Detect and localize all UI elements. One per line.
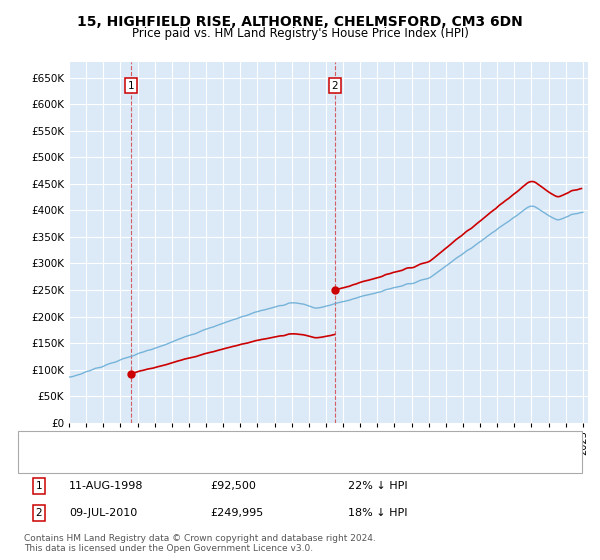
Text: ——: ——: [39, 449, 67, 464]
Text: Contains HM Land Registry data © Crown copyright and database right 2024.
This d: Contains HM Land Registry data © Crown c…: [24, 534, 376, 553]
Text: 22% ↓ HPI: 22% ↓ HPI: [348, 481, 407, 491]
Text: ——: ——: [39, 459, 67, 473]
Text: 1: 1: [128, 81, 134, 91]
Text: 11-AUG-1998: 11-AUG-1998: [69, 481, 143, 491]
Text: £249,995: £249,995: [210, 508, 263, 518]
Text: 1: 1: [35, 481, 43, 491]
Text: Price paid vs. HM Land Registry's House Price Index (HPI): Price paid vs. HM Land Registry's House …: [131, 27, 469, 40]
Text: 2: 2: [35, 508, 43, 518]
Text: HPI: Average price, detached house, Maldon: HPI: Average price, detached house, Mald…: [72, 461, 303, 471]
Text: 2: 2: [332, 81, 338, 91]
Text: 18% ↓ HPI: 18% ↓ HPI: [348, 508, 407, 518]
Text: 15, HIGHFIELD RISE, ALTHORNE, CHELMSFORD, CM3 6DN: 15, HIGHFIELD RISE, ALTHORNE, CHELMSFORD…: [77, 15, 523, 29]
Text: £92,500: £92,500: [210, 481, 256, 491]
Text: 09-JUL-2010: 09-JUL-2010: [69, 508, 137, 518]
Text: 15, HIGHFIELD RISE, ALTHORNE, CHELMSFORD, CM3 6DN (detached house): 15, HIGHFIELD RISE, ALTHORNE, CHELMSFORD…: [72, 451, 464, 461]
